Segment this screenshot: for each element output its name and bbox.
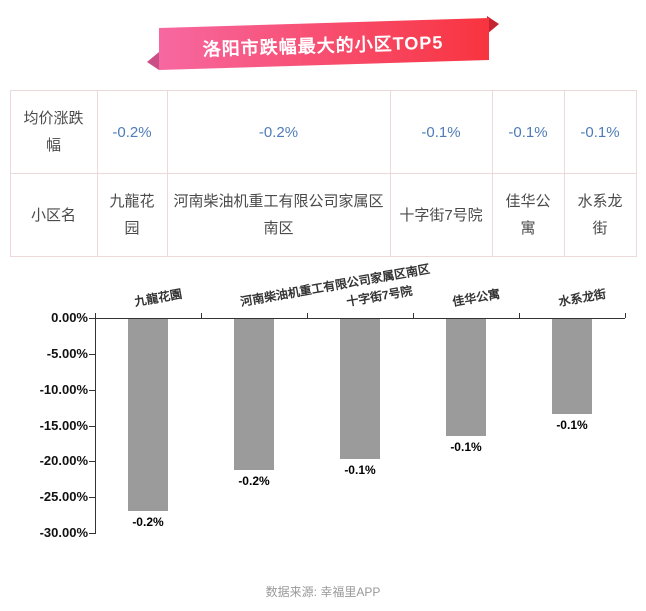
bar-chart: 0.00% -5.00% -10.00% -15.00% -20.00% -25.00% -…: [0, 262, 646, 563]
stats-table-body: 均价涨跌幅 -0.2% -0.2% -0.1% -0.1% -0.1% 小区名 九龍花园 河南柴…: [9, 90, 637, 257]
bar: [446, 319, 486, 436]
y-axis-tick: [89, 353, 95, 355]
ribbon-fold-left: [147, 52, 159, 70]
category-label: 水系龙街: [557, 286, 608, 310]
ribbon-graphic: [147, 16, 499, 70]
y-axis-tick: [89, 497, 95, 499]
y-axis-label: -20.00%: [39, 453, 88, 469]
change-value-cell: -0.1%: [491, 90, 565, 174]
table-row: 均价涨跌幅 -0.2% -0.2% -0.1% -0.1% -0.1%: [9, 90, 637, 174]
community-name-cell: 九龍花园: [96, 173, 168, 257]
change-value-cell: -0.1%: [389, 90, 493, 174]
community-name-cell: 河南柴油机重工有限公司家属区南区: [166, 173, 391, 257]
row-header: 均价涨跌幅: [9, 90, 98, 174]
category-label: 佳华公寓: [451, 286, 502, 310]
bar: [340, 319, 380, 459]
y-axis-tick: [89, 425, 95, 427]
title-banner: 洛阳市跌幅最大的小区TOP5: [143, 10, 503, 76]
community-name-cell: 佳华公寓: [491, 173, 565, 257]
change-value-cell: -0.1%: [563, 90, 637, 174]
x-axis-tick: [95, 313, 96, 318]
y-axis-label: 0.00%: [51, 310, 88, 325]
bar: [234, 319, 274, 470]
ribbon-body: [159, 18, 489, 70]
x-axis-tick: [201, 313, 202, 318]
y-axis-tick: [89, 533, 95, 534]
community-name-cell: 水系龙街: [563, 173, 637, 257]
x-axis-tick: [625, 313, 626, 318]
bar: [552, 319, 592, 415]
bar-value-label: -0.1%: [556, 418, 588, 433]
y-axis-label: -5.00%: [46, 345, 88, 361]
change-value-cell: -0.2%: [96, 90, 168, 174]
y-axis-label: -15.00%: [39, 417, 88, 433]
stats-table: 均价涨跌幅 -0.2% -0.2% -0.1% -0.1% -0.1% 小区名 九龍花园 河南柴…: [9, 90, 637, 257]
table-row: 小区名 九龍花园 河南柴油机重工有限公司家属区南区 十字街7号院 佳华公寓 水系龙街: [9, 173, 637, 257]
bar-value-label: -0.1%: [450, 439, 482, 454]
y-axis-label: -25.00%: [39, 489, 88, 505]
y-axis-tick: [89, 318, 95, 319]
bar-value-label: -0.2%: [238, 473, 270, 488]
zero-baseline: [95, 318, 625, 319]
x-axis-tick: [413, 313, 414, 318]
bar-value-label: -0.2%: [132, 515, 164, 530]
bar: [128, 319, 168, 512]
x-axis-tick: [307, 313, 308, 318]
y-axis-label: -30.00%: [39, 525, 88, 540]
change-value-cell: -0.2%: [166, 90, 391, 174]
y-axis-label: -10.00%: [39, 381, 88, 397]
community-name-cell: 十字街7号院: [389, 173, 493, 257]
y-axis-tick: [89, 389, 95, 391]
y-axis-line: [95, 318, 96, 534]
row-header: 小区名: [9, 173, 98, 257]
data-source: 数据来源: 幸福里APP: [265, 585, 381, 599]
ribbon-fold-right: [487, 16, 499, 34]
bar-value-label: -0.1%: [344, 462, 376, 477]
x-axis-tick: [519, 313, 520, 318]
category-label: 九龍花園: [133, 286, 184, 310]
y-axis-tick: [89, 461, 95, 463]
